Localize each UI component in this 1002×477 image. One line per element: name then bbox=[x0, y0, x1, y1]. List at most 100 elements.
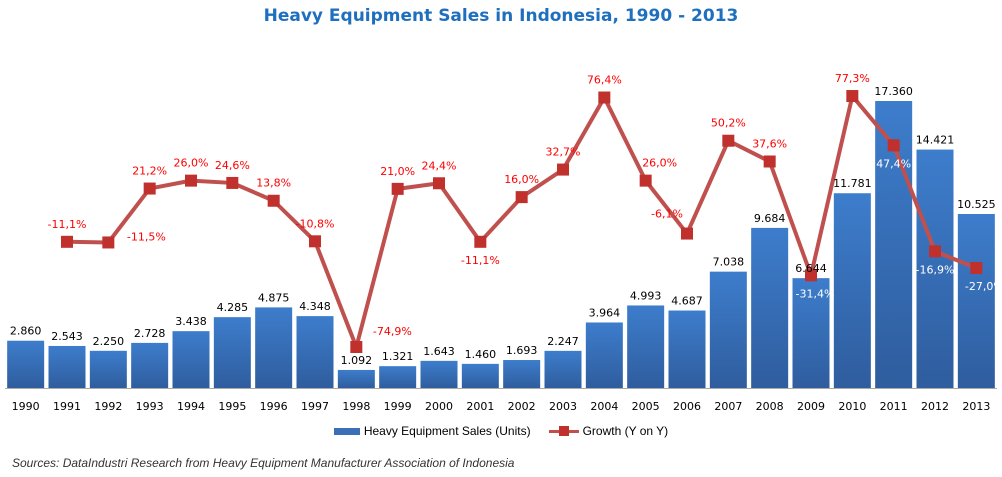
x-tick-2004: 2004 bbox=[590, 400, 618, 413]
bar-1998 bbox=[337, 369, 375, 388]
x-tick-2000: 2000 bbox=[425, 400, 453, 413]
bar-label-2010: 11.781 bbox=[833, 177, 872, 190]
growth-marker-1998 bbox=[350, 341, 363, 354]
growth-marker-1992 bbox=[102, 236, 115, 249]
bar-1999 bbox=[379, 366, 417, 388]
growth-marker-2013 bbox=[970, 262, 983, 275]
bar-2001 bbox=[461, 363, 499, 388]
growth-marker-1997 bbox=[309, 235, 321, 248]
bar-label-2012: 14.421 bbox=[916, 134, 955, 147]
x-tick-1995: 1995 bbox=[218, 400, 246, 413]
x-tick-1992: 1992 bbox=[94, 400, 122, 413]
growth-marker-1994 bbox=[185, 174, 197, 187]
x-tick-1996: 1996 bbox=[260, 400, 288, 413]
bar-2012 bbox=[916, 149, 954, 388]
x-tick-1994: 1994 bbox=[177, 400, 205, 413]
growth-label-2000: 24,4% bbox=[422, 159, 457, 172]
x-tick-1998: 1998 bbox=[342, 400, 370, 413]
x-tick-2013: 2013 bbox=[962, 400, 990, 413]
bar-2013 bbox=[957, 213, 995, 388]
bar-label-2013: 10.525 bbox=[957, 198, 996, 211]
bar-2006 bbox=[668, 310, 706, 388]
growth-label-1998: -74,9% bbox=[373, 325, 412, 338]
x-tick-1999: 1999 bbox=[384, 400, 412, 413]
growth-marker-2000 bbox=[433, 177, 445, 190]
growth-marker-1999 bbox=[391, 182, 404, 195]
legend-item-sales: Heavy Equipment Sales (Units) bbox=[333, 424, 531, 438]
growth-marker-2007 bbox=[722, 134, 735, 147]
bar-label-2002: 1.693 bbox=[506, 344, 538, 357]
bar-label-2004: 3.964 bbox=[589, 306, 621, 319]
bar-label-2007: 7.038 bbox=[713, 256, 745, 269]
growth-label-1994: 26,0% bbox=[174, 157, 209, 170]
growth-label-2009: -31,4% bbox=[796, 287, 835, 300]
growth-marker-2002 bbox=[515, 191, 528, 204]
growth-label-2005: 26,0% bbox=[642, 157, 677, 170]
bar-label-2006: 4.687 bbox=[671, 295, 703, 308]
growth-label-1992: -11,5% bbox=[127, 230, 166, 243]
bar-label-1996: 4.875 bbox=[258, 291, 290, 304]
bar-2005 bbox=[627, 305, 665, 388]
bar-label-1998: 1.092 bbox=[341, 354, 373, 367]
growth-marker-2011 bbox=[887, 139, 900, 152]
growth-label-2004: 76,4% bbox=[587, 74, 622, 87]
x-tick-2002: 2002 bbox=[508, 400, 536, 413]
x-tick-1993: 1993 bbox=[136, 400, 164, 413]
bar-label-2008: 9.684 bbox=[754, 212, 786, 225]
bar-2010 bbox=[833, 193, 871, 388]
bar-2004 bbox=[585, 322, 623, 388]
growth-marker-2003 bbox=[557, 163, 569, 176]
bar-2002 bbox=[503, 360, 541, 388]
x-tick-2011: 2011 bbox=[880, 400, 908, 413]
growth-label-2011: 47,4% bbox=[876, 157, 911, 170]
bar-1994 bbox=[172, 331, 210, 388]
bar-2007 bbox=[709, 271, 747, 388]
legend-label: Heavy Equipment Sales (Units) bbox=[363, 424, 531, 438]
bar-1997 bbox=[296, 316, 334, 388]
x-tick-2001: 2001 bbox=[466, 400, 494, 413]
bar-1992 bbox=[89, 350, 127, 388]
bar-label-2011: 17.360 bbox=[874, 85, 913, 98]
x-tick-2012: 2012 bbox=[921, 400, 949, 413]
bar-2008 bbox=[751, 227, 789, 388]
growth-label-2012: -16,9% bbox=[916, 263, 955, 276]
growth-label-1997: -10,8% bbox=[296, 217, 335, 230]
x-tick-2010: 2010 bbox=[838, 400, 866, 413]
growth-marker-2006 bbox=[681, 227, 693, 240]
growth-marker-2008 bbox=[763, 155, 776, 168]
growth-marker-1996 bbox=[267, 194, 280, 207]
bar-label-1991: 2.543 bbox=[51, 330, 83, 343]
growth-label-2010: 77,3% bbox=[835, 72, 870, 85]
growth-label-1996: 13,8% bbox=[256, 177, 291, 190]
growth-marker-2012 bbox=[929, 245, 941, 258]
x-tick-2009: 2009 bbox=[797, 400, 825, 413]
x-tick-1991: 1991 bbox=[53, 400, 81, 413]
plot-area: 1990 1991 1992 1993 1994 1995 1996 1997 1998 1999… bbox=[5, 72, 1002, 413]
bar-1995 bbox=[213, 317, 251, 388]
growth-label-2003: 32,7% bbox=[546, 146, 581, 159]
growth-label-1993: 21,2% bbox=[132, 165, 167, 178]
growth-label-2008: 37,6% bbox=[752, 137, 787, 150]
growth-label-1995: 24,6% bbox=[215, 159, 250, 172]
bar-label-1990: 2.860 bbox=[10, 325, 42, 338]
x-tick-2007: 2007 bbox=[714, 400, 742, 413]
legend-label: Growth (Y on Y) bbox=[582, 424, 669, 438]
bar-2003 bbox=[544, 350, 582, 388]
growth-label-2007: 50,2% bbox=[711, 117, 746, 130]
legend-swatch-line bbox=[548, 426, 579, 436]
growth-label-2006: -6,1% bbox=[651, 208, 683, 221]
growth-marker-2004 bbox=[598, 91, 611, 104]
legend-swatch-bar bbox=[333, 427, 360, 435]
bar-2000 bbox=[420, 360, 458, 388]
growth-marker-1993 bbox=[143, 182, 156, 195]
x-tick-1997: 1997 bbox=[301, 400, 329, 413]
growth-marker-2009 bbox=[805, 269, 817, 282]
bar-label-2005: 4.993 bbox=[630, 289, 662, 302]
growth-marker-1995 bbox=[226, 176, 239, 189]
growth-label-2001: -11,1% bbox=[461, 254, 500, 267]
bar-1993 bbox=[131, 342, 169, 388]
x-tick-2003: 2003 bbox=[549, 400, 577, 413]
x-tick-2008: 2008 bbox=[756, 400, 784, 413]
growth-label-2013: -27,0% bbox=[965, 280, 1002, 293]
bar-1996 bbox=[255, 307, 293, 388]
